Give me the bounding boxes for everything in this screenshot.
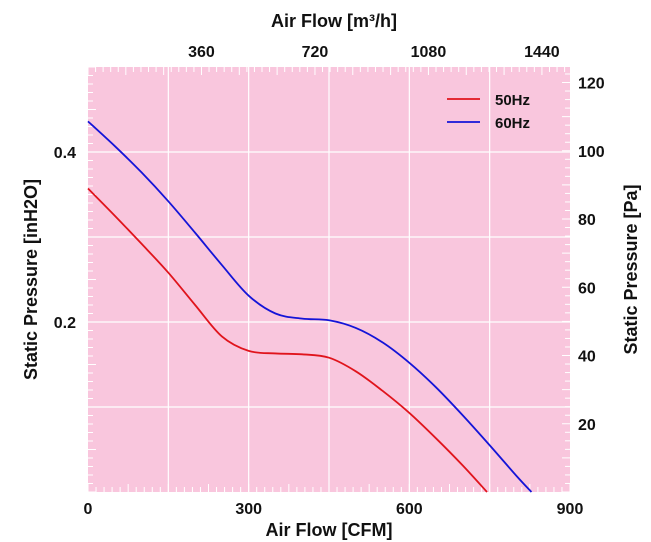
x-axis-title: Air Flow [CFM] [266, 520, 393, 540]
x-tick-label: 300 [235, 501, 262, 518]
x-tick-label: 600 [396, 501, 423, 518]
top-tick-label: 360 [188, 44, 215, 61]
y-tick-label: 0.2 [54, 315, 76, 332]
right-tick-label: 100 [578, 144, 605, 161]
legend-label-60hz: 60Hz [495, 115, 530, 132]
legend: 50Hz 60Hz [447, 92, 530, 132]
top-axis-title: Air Flow [m³/h] [271, 11, 397, 31]
y-axis-title: Static Pressure [inH2O] [21, 179, 41, 380]
grid-lines [88, 67, 570, 492]
x-tick-label: 0 [84, 501, 93, 518]
legend-label-50hz: 50Hz [495, 92, 530, 109]
right-tick-label: 40 [578, 349, 596, 366]
minor-ticks [87, 66, 571, 493]
right-tick-label: 20 [578, 417, 596, 434]
series-layer [87, 120, 533, 493]
top-tick-label: 720 [302, 44, 329, 61]
right-axis-title: Static Pressure [Pa] [621, 184, 641, 354]
tick-labels: 0 300 600 900 360 720 1080 1440 0.2 0.4 20 40 60 80 10… [54, 44, 605, 518]
series-line-60hz [87, 120, 533, 493]
x-tick-label: 900 [557, 501, 584, 518]
top-tick-label: 1080 [411, 44, 447, 61]
y-tick-label: 0.4 [54, 145, 76, 162]
right-tick-label: 60 [578, 280, 596, 297]
right-tick-label: 80 [578, 212, 596, 229]
right-tick-label: 120 [578, 76, 605, 93]
top-tick-label: 1440 [524, 44, 560, 61]
series-line-50hz [87, 187, 488, 493]
